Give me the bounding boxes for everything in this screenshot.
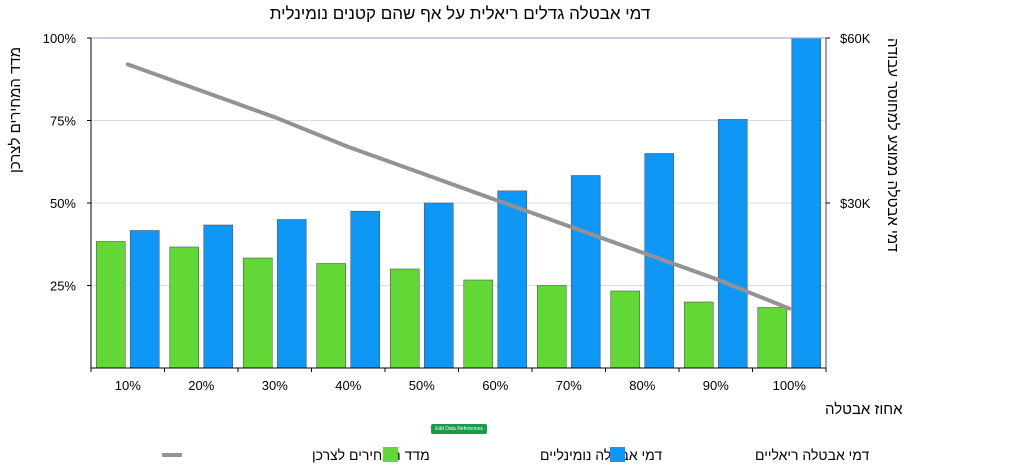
y-axis-left-title: מדד המחירים לצרכן [7,47,24,173]
edit-data-references-button[interactable]: Edit Data References [431,424,487,434]
nominal-bar-5 [463,279,494,369]
cpi-line [125,62,792,311]
x-tick-label: 60% [482,378,508,393]
nominal-bar-8 [683,301,714,369]
bars [95,37,822,369]
x-tick-label: 10% [115,378,141,393]
nominal-bar-2 [242,257,273,369]
real-bar-5 [497,190,528,369]
y-left-tick-label: 50% [50,196,76,211]
x-tick-label: 20% [188,378,214,393]
y-left-tick-label: 100% [43,31,77,46]
real-bar-3 [350,210,381,369]
nominal-bar-0 [95,241,126,369]
nominal-bar-4 [389,268,420,369]
real-bar-4 [423,202,454,369]
y-right-tick-label: $30K [840,196,871,211]
y-left-tick-label: 75% [50,114,76,129]
y-left-tick-label: 25% [50,279,76,294]
x-axis-title: אחוז אבטלה [825,401,903,418]
real-bar-1 [203,224,234,369]
x-tick-label: 70% [556,378,582,393]
nominal-bar-9 [757,307,788,369]
real-bar-9 [791,37,822,369]
x-tick-label: 40% [335,378,361,393]
real-bar-0 [129,230,160,369]
chart-title: דמי אבטלה גדלים ריאלית על אף שהם קטנים נ… [270,4,651,23]
x-tick-label: 30% [262,378,288,393]
legend-label: דמי אבטלה ריאליים [755,447,869,463]
x-tick-label: 50% [409,378,435,393]
nominal-bar-7 [610,290,641,369]
tick-labels: 25% 50% 75% 100% $30K $60K 10% 20% 30% 40% 50% 60% 7… [43,31,871,393]
real-bar-8 [717,119,748,369]
legend-swatch-real [610,447,625,462]
y-right-tick-label: $60K [840,31,871,46]
legend-label: דמי אבטלה נומינליים [540,447,662,463]
gridlines [91,37,826,286]
nominal-bar-3 [316,263,347,369]
legend-swatch-nominal [383,447,398,462]
legend: מדד המחירים לצרכן דמי אבטלה נומינליים דמי … [162,447,869,463]
x-tick-label: 90% [703,378,729,393]
axes [87,37,830,372]
x-tick-label: 100% [773,378,807,393]
nominal-bar-1 [169,246,200,369]
x-tick-label: 80% [629,378,655,393]
y-axis-right-title: דמי אבטלה ממוצע למחוסר עבודה [884,38,901,252]
real-bar-6 [570,175,601,369]
real-bar-2 [276,219,307,369]
cpi-line-path [125,62,792,311]
nominal-bar-6 [536,285,567,369]
legend-label: מדד המחירים לצרכן [312,447,430,463]
